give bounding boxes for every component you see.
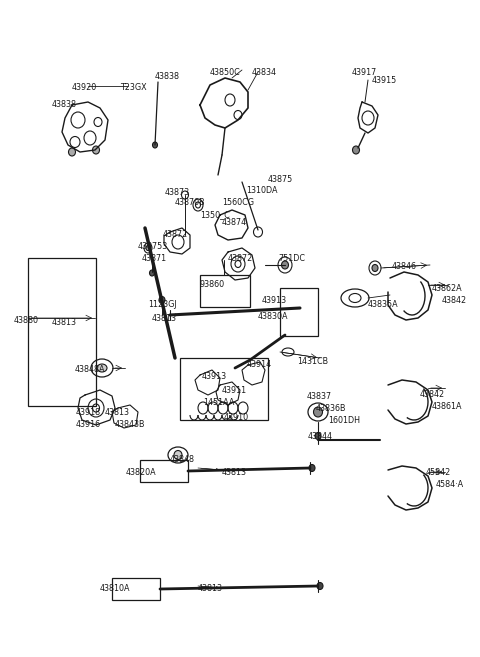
Ellipse shape bbox=[97, 364, 107, 372]
Text: 43873: 43873 bbox=[165, 188, 190, 197]
Text: 43861A: 43861A bbox=[432, 402, 463, 411]
Ellipse shape bbox=[149, 270, 155, 276]
Text: 1310DA: 1310DA bbox=[246, 186, 277, 195]
Text: 43915: 43915 bbox=[372, 76, 397, 85]
Bar bbox=[200, 275, 250, 307]
Ellipse shape bbox=[146, 246, 150, 250]
Ellipse shape bbox=[309, 464, 315, 472]
Text: 43813: 43813 bbox=[198, 584, 223, 593]
Text: 43813: 43813 bbox=[222, 468, 247, 477]
Text: 43874: 43874 bbox=[222, 218, 247, 227]
Ellipse shape bbox=[69, 148, 75, 156]
Text: 43920: 43920 bbox=[72, 83, 97, 92]
Text: 1601DH: 1601DH bbox=[328, 416, 360, 425]
Ellipse shape bbox=[313, 407, 323, 417]
Bar bbox=[180, 358, 268, 420]
Text: 43842: 43842 bbox=[442, 296, 467, 305]
Text: 43834: 43834 bbox=[252, 68, 277, 77]
Text: 43918: 43918 bbox=[76, 408, 101, 417]
Text: 43813: 43813 bbox=[52, 318, 77, 327]
Text: 1123GJ: 1123GJ bbox=[148, 300, 177, 309]
Ellipse shape bbox=[174, 451, 182, 459]
Text: 1560CG: 1560CG bbox=[222, 198, 254, 207]
Text: 43875: 43875 bbox=[268, 175, 293, 184]
Text: 43870B: 43870B bbox=[175, 198, 205, 207]
Bar bbox=[140, 460, 188, 482]
Ellipse shape bbox=[93, 146, 99, 154]
Bar bbox=[28, 258, 96, 406]
Text: 43917: 43917 bbox=[352, 68, 377, 77]
Text: 43844: 43844 bbox=[308, 432, 333, 441]
Ellipse shape bbox=[352, 146, 360, 154]
Ellipse shape bbox=[159, 296, 165, 304]
Text: 43913: 43913 bbox=[262, 296, 287, 305]
Text: 43813: 43813 bbox=[152, 314, 177, 323]
Text: 1431CB: 1431CB bbox=[297, 357, 328, 366]
Text: 43820A: 43820A bbox=[126, 468, 156, 477]
Text: 43842: 43842 bbox=[420, 390, 445, 399]
Text: 43846: 43846 bbox=[392, 262, 417, 271]
Text: 1350_C: 1350_C bbox=[200, 210, 230, 219]
Ellipse shape bbox=[281, 261, 288, 269]
Text: 43848: 43848 bbox=[170, 455, 195, 464]
Text: 4584·A: 4584·A bbox=[436, 480, 464, 489]
Text: 43880: 43880 bbox=[14, 316, 39, 325]
Text: 43916: 43916 bbox=[76, 420, 101, 429]
Text: 43850C: 43850C bbox=[210, 68, 241, 77]
Text: 751DC: 751DC bbox=[278, 254, 305, 263]
Text: 43910: 43910 bbox=[224, 413, 249, 422]
Text: 43836B: 43836B bbox=[316, 404, 347, 413]
Ellipse shape bbox=[317, 583, 323, 589]
Text: 43810A: 43810A bbox=[100, 584, 131, 593]
Text: 43911: 43911 bbox=[222, 386, 247, 395]
Text: 43862A: 43862A bbox=[432, 284, 463, 293]
Text: 93860: 93860 bbox=[200, 280, 225, 289]
Text: 43838: 43838 bbox=[52, 100, 77, 109]
Ellipse shape bbox=[153, 142, 157, 148]
Text: 43843B: 43843B bbox=[115, 420, 145, 429]
Text: 43872: 43872 bbox=[163, 230, 188, 239]
Text: 43813: 43813 bbox=[105, 408, 130, 417]
Text: 43838: 43838 bbox=[155, 72, 180, 81]
Text: 45842: 45842 bbox=[426, 468, 451, 477]
Text: 43871: 43871 bbox=[142, 254, 167, 263]
Bar bbox=[112, 578, 160, 600]
Ellipse shape bbox=[372, 265, 378, 271]
Text: T23GX: T23GX bbox=[120, 83, 146, 92]
Text: 43914: 43914 bbox=[247, 360, 272, 369]
Text: 1451AA: 1451AA bbox=[203, 398, 234, 407]
Text: 43872: 43872 bbox=[228, 254, 253, 263]
Ellipse shape bbox=[315, 432, 321, 440]
Text: 438753: 438753 bbox=[138, 242, 168, 251]
Text: 43913: 43913 bbox=[202, 372, 227, 381]
Text: 43848A: 43848A bbox=[75, 365, 106, 374]
Bar bbox=[280, 288, 318, 336]
Text: 43837: 43837 bbox=[307, 392, 332, 401]
Text: 43835A: 43835A bbox=[368, 300, 398, 309]
Text: 43830A: 43830A bbox=[258, 312, 288, 321]
